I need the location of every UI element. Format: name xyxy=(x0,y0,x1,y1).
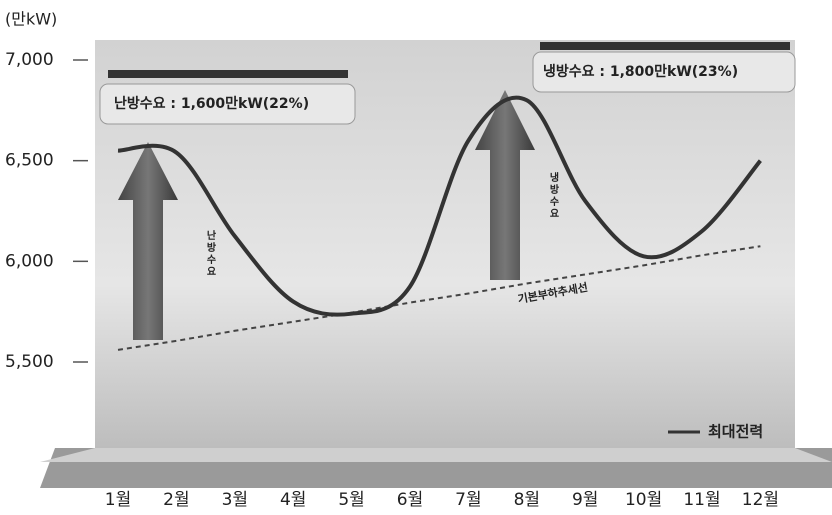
chart: 난방수요 : 1,600만kW(22%) 냉방수요 : 1,800만kW(23%… xyxy=(0,0,832,515)
x-tick-label: 9월 xyxy=(572,490,598,510)
y-tick-label: 6,000 xyxy=(5,251,54,271)
box-bar xyxy=(540,42,790,50)
x-tick-label: 8월 xyxy=(514,490,540,510)
x-tick-label: 11월 xyxy=(683,490,720,510)
floor-top xyxy=(40,448,832,462)
x-tick-label: 5월 xyxy=(338,490,364,510)
y-tick-label: 7,000 xyxy=(5,50,54,70)
y-tick-label: 5,500 xyxy=(5,352,54,372)
x-tick-label: 3월 xyxy=(222,490,248,510)
x-tick-label: 4월 xyxy=(280,490,306,510)
y-tick-label: 6,500 xyxy=(5,151,54,171)
y-axis-unit: (만kW) xyxy=(5,10,57,29)
annotation: 냉방수요 : 1,800만kW(23%) xyxy=(543,63,738,80)
x-tick-label: 6월 xyxy=(397,490,423,510)
x-tick-label: 12월 xyxy=(742,490,779,510)
annotation: 난방수요 : 1,600만kW(22%) xyxy=(114,95,309,112)
x-tick-label: 1월 xyxy=(105,490,131,510)
legend-label: 최대전력 xyxy=(708,423,763,441)
x-tick-label: 2월 xyxy=(163,490,189,510)
annotation: 냉방수요 xyxy=(547,171,559,220)
x-tick-label: 7월 xyxy=(455,490,481,510)
annotation: 난방수요 xyxy=(204,229,216,278)
box-bar xyxy=(108,70,348,78)
x-tick-label: 10월 xyxy=(625,490,662,510)
